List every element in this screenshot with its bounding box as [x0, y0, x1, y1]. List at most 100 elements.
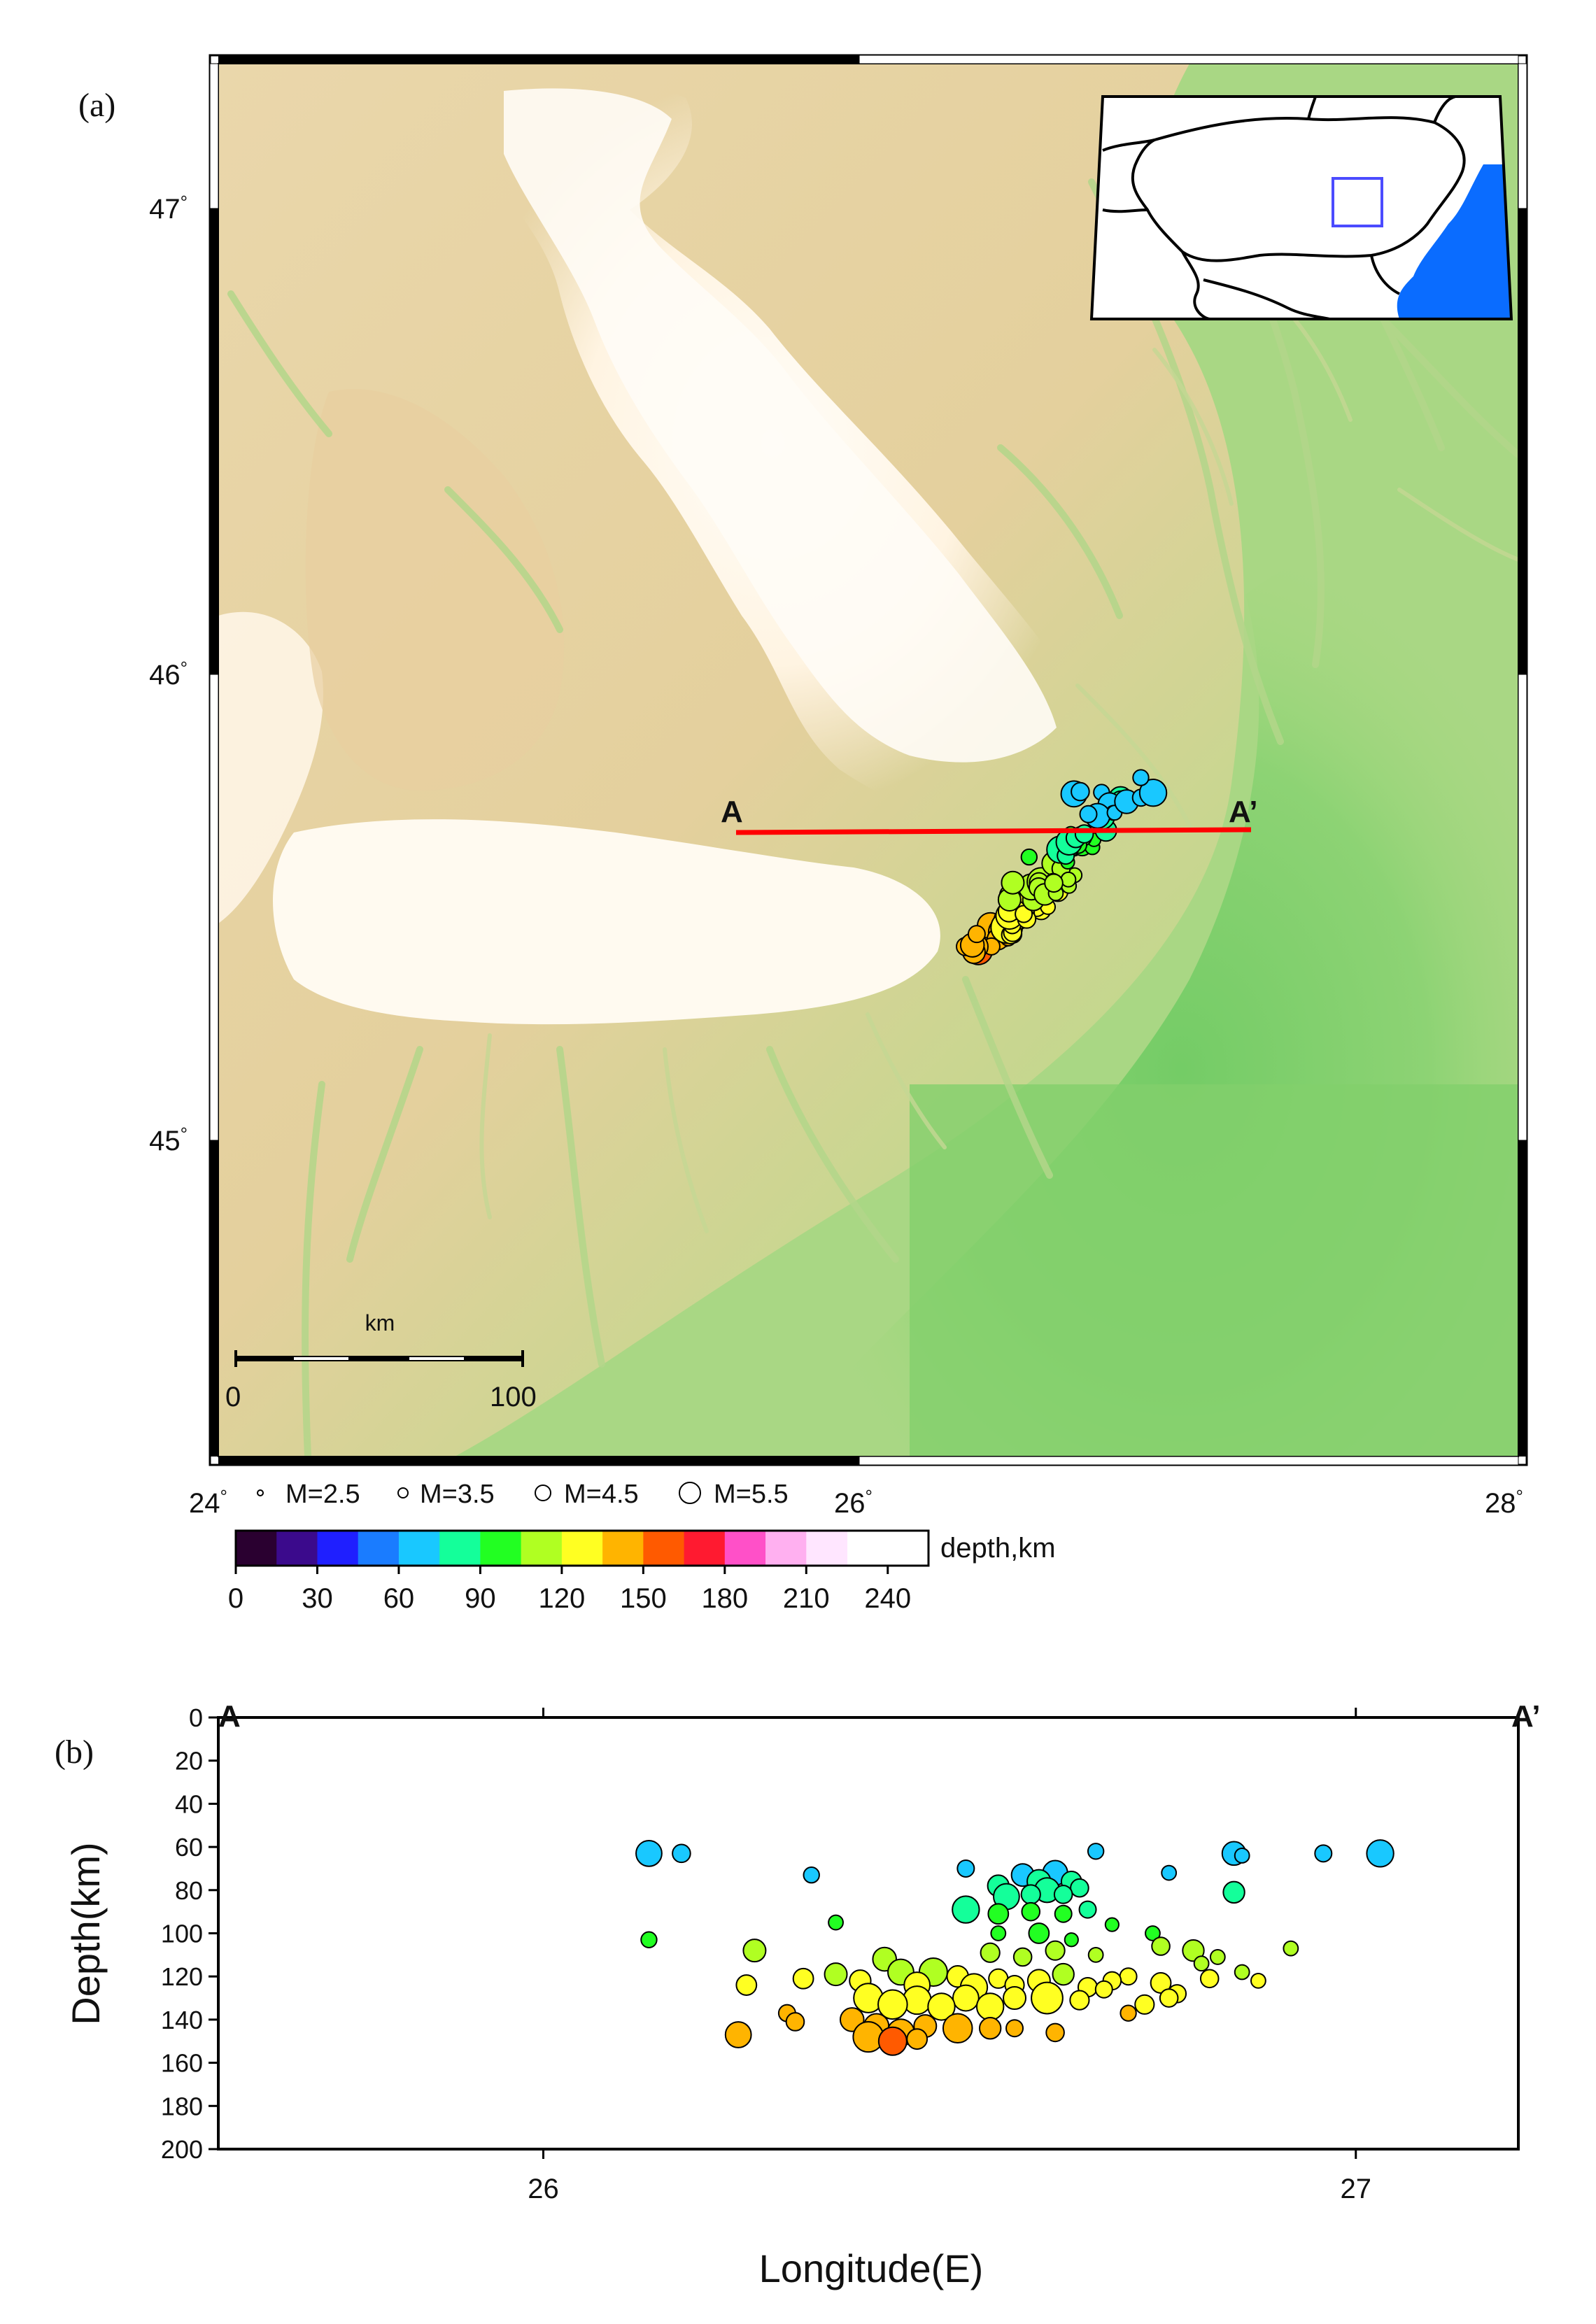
inset-black-sea: [1397, 164, 1511, 319]
carpathian-highland-core: [504, 88, 1057, 763]
hypocenter-point: [1104, 1917, 1120, 1932]
section-end-label: A’: [1511, 1699, 1541, 1734]
profile-line-a-a: A A’: [721, 795, 1258, 835]
legend-label-m25: M=2.5: [285, 1480, 360, 1509]
hypocenter-point: [803, 1866, 820, 1884]
hypocenter-point: [1222, 1880, 1245, 1904]
panel-a: (a): [78, 54, 1528, 1614]
section-plot-frame: [217, 1716, 1520, 2151]
colorbar-tick-label: 150: [620, 1583, 667, 1614]
profile-start-label: A: [721, 795, 743, 829]
scale-bar-end: 100: [490, 1382, 537, 1412]
section-x-axis-label: Longitude(E): [759, 2246, 984, 2290]
scale-bar: km 0 100: [225, 1310, 537, 1412]
hypocenter-point: [1005, 2019, 1024, 2038]
colorbar-cell: [643, 1531, 685, 1566]
hypocenter-point: [792, 1967, 814, 1990]
hypocenter-point: [1054, 1904, 1073, 1923]
hypocenter-point: [987, 1903, 1010, 1925]
hypocenter-point: [1145, 1925, 1161, 1941]
epicenter-point: [1132, 769, 1150, 786]
hypocenter-point: [1161, 1864, 1178, 1881]
profile-line: [735, 827, 1252, 835]
hypocenter-point: [1028, 1922, 1050, 1944]
hypocenter-point: [735, 1974, 758, 1996]
colorbar-cell: [480, 1531, 522, 1566]
depth-tick-label: 160: [161, 2049, 203, 2078]
hypocenter-point: [1045, 2022, 1065, 2043]
lat-label-45: 45°: [149, 1124, 188, 1156]
colorbar-cell: [602, 1531, 644, 1566]
lon-label-26: 26°: [834, 1486, 873, 1519]
lon-label-24: 24°: [189, 1486, 227, 1519]
hypocenter-point: [1020, 1884, 1041, 1905]
hypocenter-point: [742, 1939, 767, 1963]
depth-tick-label: 40: [175, 1790, 203, 1818]
epicenter-point: [1071, 781, 1090, 802]
section-y-axis-label: Depth(km): [64, 1842, 108, 2025]
colorbar-cell: [806, 1531, 848, 1566]
hypocenter-point: [1182, 1939, 1205, 1962]
hypocenter-point: [942, 2013, 973, 2044]
hypocenter-point: [1119, 1967, 1138, 1986]
hypocenter-point: [1234, 1848, 1250, 1864]
colorbar-cell: [358, 1531, 400, 1566]
scale-bar-start: 0: [225, 1382, 241, 1412]
colorbar-cell: [236, 1531, 277, 1566]
hypocenter-point: [1064, 1932, 1079, 1948]
colorbar-tick-label: 0: [228, 1583, 243, 1614]
hypocenter-point: [824, 1962, 848, 1987]
colorbar-tick-label: 180: [701, 1583, 748, 1614]
colorbar-cell: [398, 1531, 440, 1566]
scale-bar-unit: km: [365, 1310, 395, 1335]
depth-tick-label: 60: [175, 1833, 203, 1862]
longitude-labels: 24° 26° 28°: [189, 1486, 1523, 1519]
hypocenter-point: [1031, 1981, 1064, 2015]
hypocenter-point: [906, 2028, 928, 2050]
epicenter-point: [1044, 873, 1064, 893]
depth-tick-label: 0: [189, 1703, 203, 1732]
hypocenter-point: [952, 1895, 980, 1924]
hypocenter-point: [1094, 1980, 1113, 1999]
hypocenter-point: [1052, 1962, 1075, 1986]
colorbar-tick-label: 240: [864, 1583, 911, 1614]
depth-axis-ticks: 0 20 40 60 80 100 120 140 160 180 200: [161, 1703, 218, 2164]
hypocenter-point: [1199, 1969, 1220, 1989]
section-start-label: A: [218, 1699, 241, 1734]
depth-tick-label: 80: [175, 1876, 203, 1905]
epicenter-point: [1020, 848, 1038, 866]
colorbar-tick-label: 120: [539, 1583, 586, 1614]
lat-label-46: 46°: [149, 658, 188, 690]
hypocenter-point: [1087, 1946, 1104, 1963]
depth-tick-label: 20: [175, 1747, 203, 1776]
hypocenter-point: [978, 2017, 1002, 2040]
colorbar-cell: [276, 1531, 318, 1566]
colorbar-ticks: 0 30 60 90 120 150 180 210 240: [228, 1566, 911, 1614]
hypocenter-point: [785, 2012, 805, 2032]
magnitude-legend: M=2.5 M=3.5 M=4.5 M=5.5: [257, 1480, 789, 1509]
colorbar-cell: [317, 1531, 359, 1566]
inset-frame: [1089, 95, 1513, 320]
epicenter-point: [1074, 824, 1094, 844]
hypocenter-point: [1209, 1949, 1226, 1965]
hypocenter-point: [635, 1839, 663, 1867]
hypocenter-point: [1151, 1936, 1171, 1956]
profile-end-label: A’: [1229, 795, 1258, 829]
hypocenter-point: [877, 2026, 908, 2056]
colorbar-cells: [236, 1531, 848, 1566]
colorbar-tick-label: 90: [465, 1583, 496, 1614]
panel-a-label: (a): [78, 87, 115, 124]
legend-label-m35: M=3.5: [420, 1480, 495, 1509]
epicenter-point: [1001, 870, 1025, 895]
colorbar-label: depth,km: [940, 1533, 1056, 1564]
depth-colorbar: depth,km 0 30 60 90 120 150 180 210 240: [228, 1529, 1056, 1614]
hypocenter-point: [956, 1859, 975, 1878]
hypocenter-point: [1045, 1940, 1066, 1961]
panel-b-label: (b): [55, 1734, 94, 1771]
hypocenter-point: [1159, 1988, 1179, 2008]
hypocenter-point: [1078, 1900, 1097, 1919]
hypocenter-point: [927, 1992, 956, 2021]
hypocenter-point: [1193, 1955, 1210, 1972]
longitude-tick-label: 27: [1341, 2174, 1372, 2204]
